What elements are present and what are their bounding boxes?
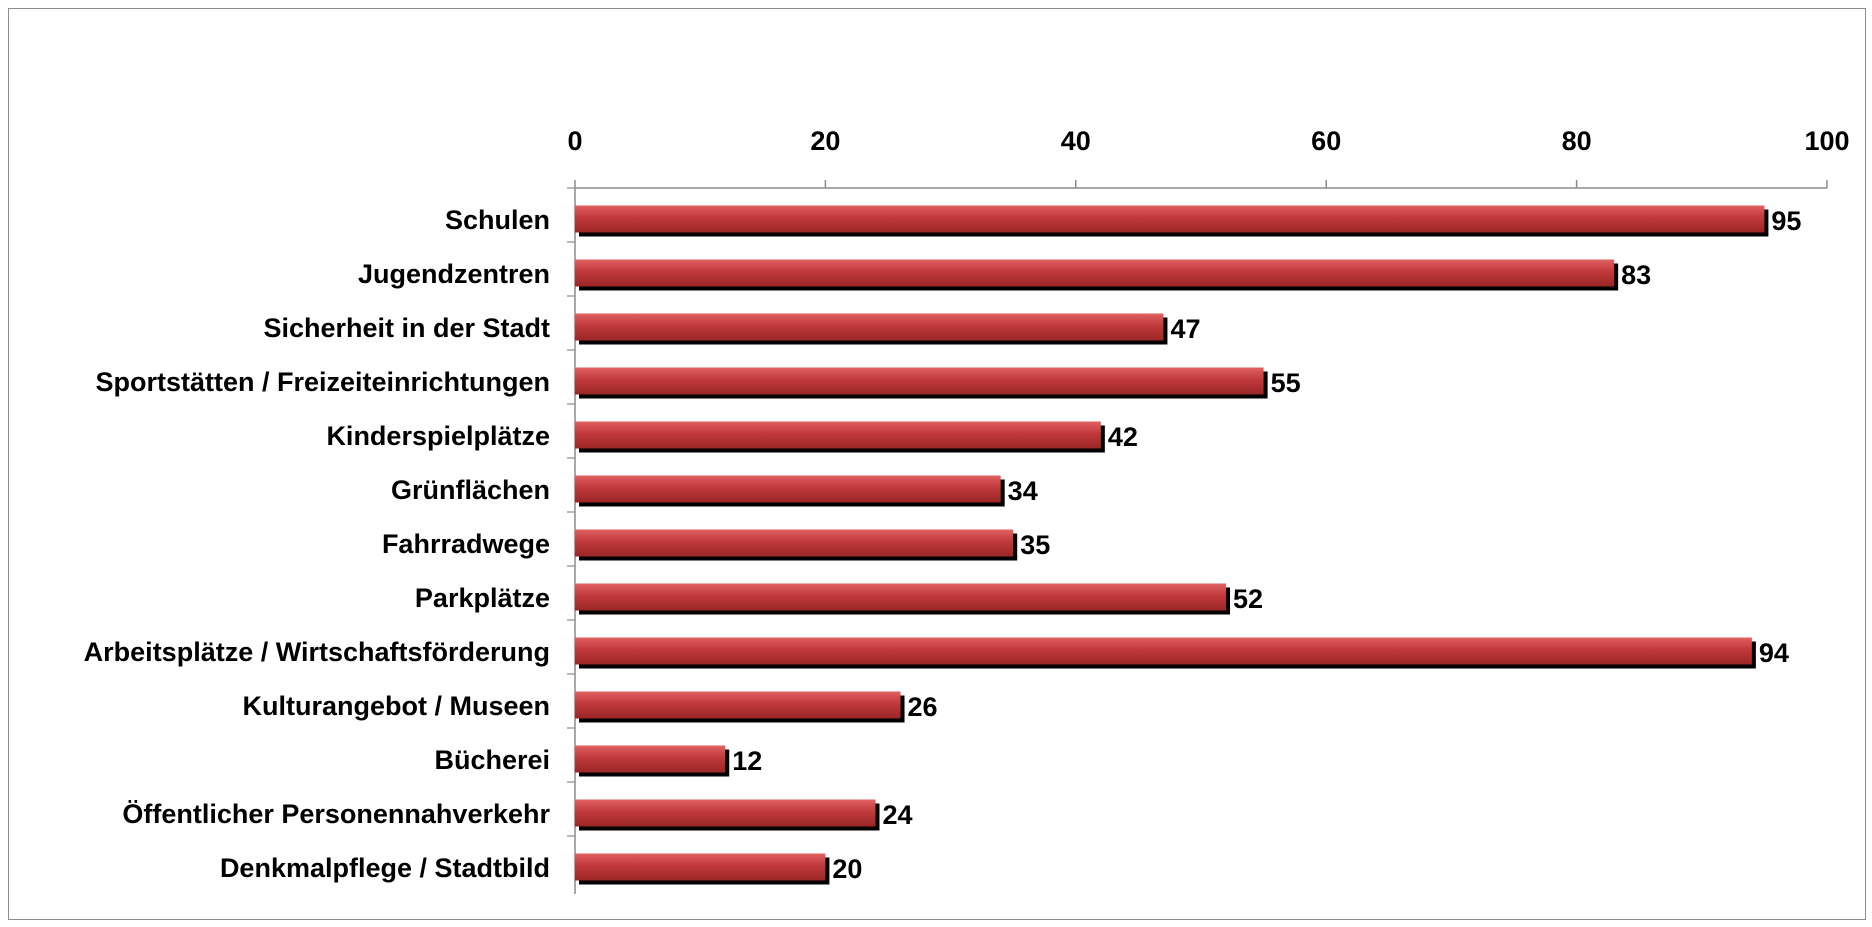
category-label: Bücherei — [434, 745, 550, 775]
data-label: 12 — [732, 746, 762, 776]
bar — [575, 637, 1752, 665]
x-tick-label: 60 — [1311, 126, 1341, 156]
chart-frame — [8, 8, 1866, 920]
data-label: 24 — [882, 800, 912, 830]
bar — [575, 313, 1164, 341]
bar — [575, 421, 1101, 449]
data-label: 20 — [832, 854, 862, 884]
data-label: 94 — [1759, 638, 1789, 668]
data-label: 52 — [1233, 584, 1263, 614]
category-label: Kulturangebot / Museen — [242, 691, 550, 721]
category-label: Sicherheit in der Stadt — [263, 313, 550, 343]
bar — [575, 367, 1264, 395]
data-label: 55 — [1271, 368, 1301, 398]
bar — [575, 475, 1001, 503]
data-label: 26 — [908, 692, 938, 722]
category-label: Parkplätze — [415, 583, 550, 613]
data-label: 42 — [1108, 422, 1138, 452]
category-label: Grünflächen — [391, 475, 550, 505]
bar — [575, 259, 1615, 287]
bar — [575, 745, 726, 773]
x-tick-label: 40 — [1061, 126, 1091, 156]
category-label: Öffentlicher Personennahverkehr — [122, 799, 550, 829]
category-label: Schulen — [445, 205, 550, 235]
data-label: 47 — [1170, 314, 1200, 344]
category-label: Denkmalpflege / Stadtbild — [220, 853, 550, 883]
data-label: 95 — [1771, 206, 1801, 236]
x-tick-label: 100 — [1804, 126, 1849, 156]
bar — [575, 205, 1765, 233]
x-tick-label: 80 — [1562, 126, 1592, 156]
axis-layer: 0 20 40 60 80 100 — [567, 126, 1850, 894]
category-label: Fahrradwege — [382, 529, 550, 559]
category-label: Jugendzentren — [358, 259, 550, 289]
category-label: Arbeitsplätze / Wirtschaftsförderung — [84, 637, 550, 667]
data-label: 35 — [1020, 530, 1050, 560]
data-label: 83 — [1621, 260, 1651, 290]
data-label: 34 — [1008, 476, 1038, 506]
labels-layer: Schulen 95 Jugendzentren 83 Sicherheit in de… — [84, 205, 1802, 884]
x-tick-label: 20 — [810, 126, 840, 156]
bars-layer — [575, 205, 1769, 885]
bar — [575, 853, 826, 881]
x-tick-label: 0 — [567, 126, 582, 156]
category-label: Kinderspielplätze — [326, 421, 550, 451]
bar — [575, 691, 901, 719]
bar — [575, 529, 1014, 557]
category-label: Sportstätten / Freizeiteinrichtungen — [95, 367, 550, 397]
bar — [575, 799, 876, 827]
bar — [575, 583, 1227, 611]
